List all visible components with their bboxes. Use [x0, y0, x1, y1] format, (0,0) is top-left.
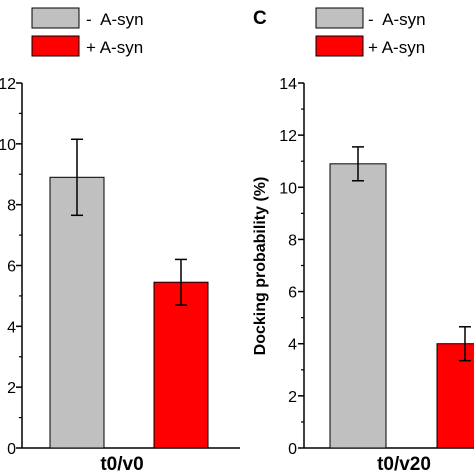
left-y-tick-label: 12 — [0, 76, 16, 93]
right-y-axis-label: Docking probability (%) — [252, 177, 269, 356]
left-y-tick-label: 8 — [7, 198, 16, 215]
left-y-tick-label: 6 — [7, 259, 16, 276]
right-y-tick-label: 0 — [288, 441, 297, 458]
right-y-tick-label: 4 — [288, 337, 297, 354]
left-y-tick-label: 4 — [7, 319, 16, 336]
right-y-tick-label: 2 — [288, 389, 297, 406]
right-bar-minus-asyn — [329, 163, 387, 449]
left-legend-swatch-plus — [31, 35, 80, 57]
right-panel: C - A-syn + A-syn Docking probability (%… — [252, 7, 474, 474]
right-y-tick-label: 6 — [288, 285, 297, 302]
right-y-tick-label: 8 — [288, 232, 297, 249]
right-legend-label-plus: + A-syn — [368, 38, 425, 57]
left-y-tick-label: 0 — [7, 441, 16, 458]
left-panel: - A-syn + A-syn 0 2 4 6 8 10 12 t0/v0 — [0, 7, 240, 474]
left-bar-minus-asyn — [49, 176, 105, 449]
right-y-tick-label: 14 — [279, 76, 297, 93]
right-plot: 0 2 4 6 8 10 12 14 — [279, 76, 474, 458]
left-y-tick-label: 2 — [7, 380, 16, 397]
right-y-tick-label: 12 — [279, 128, 297, 145]
right-category-label: t0/v20 — [377, 454, 431, 474]
left-legend-swatch-minus — [31, 7, 80, 29]
right-y-tick-label: 10 — [279, 180, 297, 197]
left-legend-label-minus: - A-syn — [86, 10, 144, 29]
right-bar-plus-asyn — [436, 343, 474, 449]
left-plot: 0 2 4 6 8 10 12 — [0, 76, 240, 458]
left-legend: - A-syn + A-syn — [31, 7, 144, 57]
left-bar-plus-asyn — [153, 281, 209, 449]
right-legend-swatch-plus — [315, 35, 364, 57]
left-category-label: t0/v0 — [100, 454, 143, 474]
left-legend-label-plus: + A-syn — [86, 38, 143, 57]
right-legend-swatch-minus — [315, 7, 364, 29]
left-y-tick-label: 10 — [0, 137, 16, 154]
right-legend: - A-syn + A-syn — [315, 7, 426, 57]
right-legend-label-minus: - A-syn — [368, 10, 426, 29]
panel-label-c: C — [253, 8, 267, 29]
